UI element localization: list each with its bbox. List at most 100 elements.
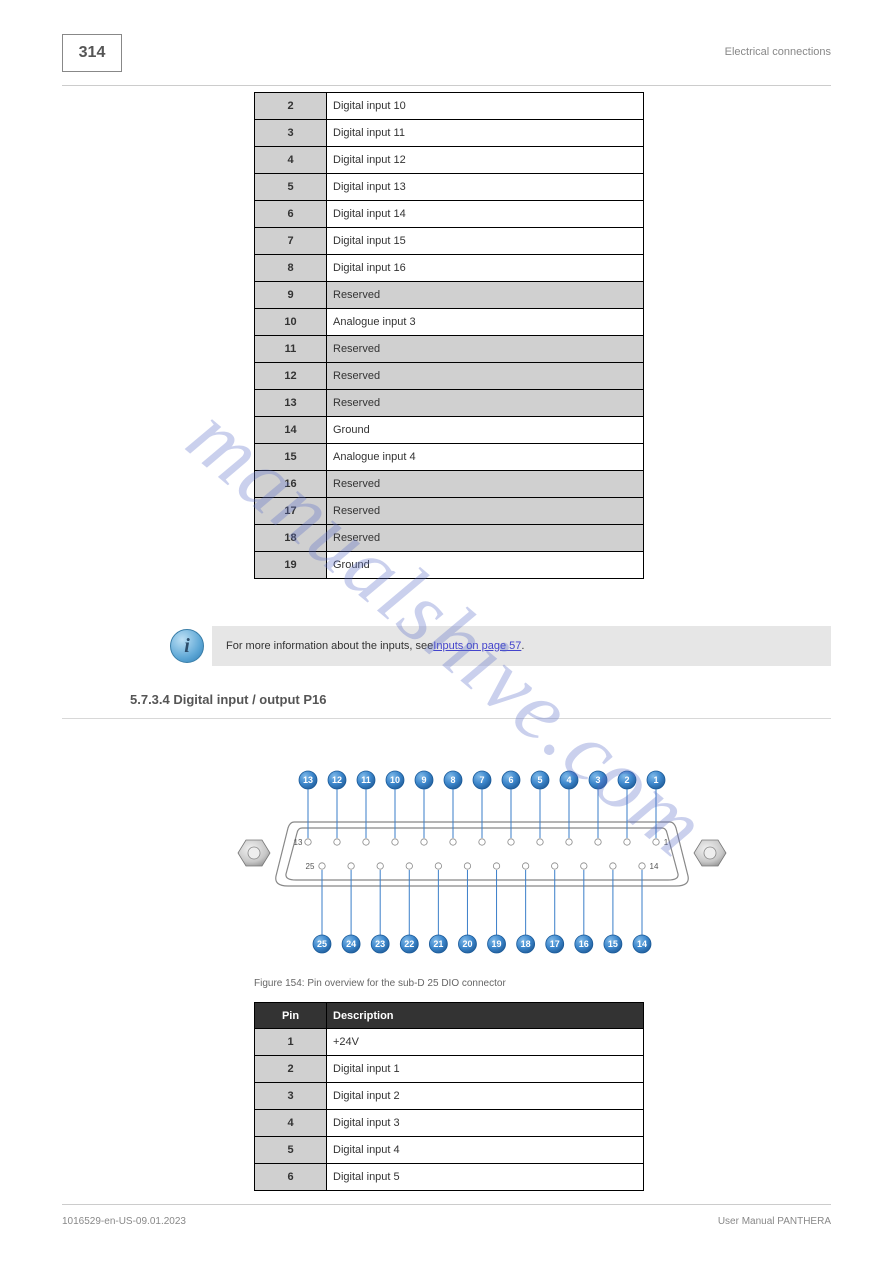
table-row: 2Digital input 10 (255, 93, 644, 120)
pin-desc-cell: +24V (327, 1029, 644, 1056)
pin-desc-cell: Reserved (327, 471, 644, 498)
table2-header-pin: Pin (255, 1003, 327, 1029)
table-row: 4Digital input 12 (255, 147, 644, 174)
table-row: 13Reserved (255, 390, 644, 417)
table-row: 2Digital input 1 (255, 1056, 644, 1083)
pin-number-cell: 17 (255, 498, 327, 525)
svg-text:15: 15 (608, 939, 618, 949)
svg-text:25: 25 (306, 862, 315, 871)
pin-desc-cell: Reserved (327, 336, 644, 363)
connector-diagram: 1312111098765432125242322212019181716151… (146, 758, 786, 968)
pin-number-cell: 5 (255, 1137, 327, 1164)
svg-text:13: 13 (303, 775, 313, 785)
table-row: 4Digital input 3 (255, 1110, 644, 1137)
pin-number-cell: 5 (255, 174, 327, 201)
pin-desc-cell: Digital input 10 (327, 93, 644, 120)
pin-desc-cell: Reserved (327, 390, 644, 417)
mounting-nut-right (694, 840, 726, 866)
svg-text:5: 5 (537, 775, 542, 785)
table-row: 16Reserved (255, 471, 644, 498)
pin-desc-cell: Digital input 14 (327, 201, 644, 228)
svg-text:22: 22 (404, 939, 414, 949)
svg-text:14: 14 (650, 862, 659, 871)
pin-desc-cell: Analogue input 3 (327, 309, 644, 336)
pin-number-cell: 19 (255, 552, 327, 579)
pinout-table-continued: 2Digital input 103Digital input 114Digit… (254, 92, 644, 579)
table-row: 10Analogue input 3 (255, 309, 644, 336)
table-row: 8Digital input 16 (255, 255, 644, 282)
table-row: 9Reserved (255, 282, 644, 309)
table-row: 5Digital input 13 (255, 174, 644, 201)
table-row: 15Analogue input 4 (255, 444, 644, 471)
pin-desc-cell: Digital input 2 (327, 1083, 644, 1110)
pin-number-cell: 16 (255, 471, 327, 498)
figure-caption: Figure 154: Pin overview for the sub-D 2… (254, 978, 506, 989)
pin-desc-cell: Digital input 13 (327, 174, 644, 201)
info-note-link[interactable]: Inputs on page 57 (433, 640, 521, 652)
pin-number-cell: 3 (255, 1083, 327, 1110)
table-row: 12Reserved (255, 363, 644, 390)
svg-text:20: 20 (462, 939, 472, 949)
pin-desc-cell: Ground (327, 552, 644, 579)
pin-number-cell: 14 (255, 417, 327, 444)
svg-text:9: 9 (421, 775, 426, 785)
footer-rule (62, 1204, 831, 1205)
pin-desc-cell: Digital input 1 (327, 1056, 644, 1083)
pin-desc-cell: Reserved (327, 525, 644, 552)
svg-text:19: 19 (492, 939, 502, 949)
pin-number-cell: 13 (255, 390, 327, 417)
svg-text:25: 25 (317, 939, 327, 949)
pin-number-cell: 3 (255, 120, 327, 147)
pin-desc-cell: Reserved (327, 498, 644, 525)
svg-text:13: 13 (294, 838, 303, 847)
table-row: 18Reserved (255, 525, 644, 552)
info-note: i For more information about the inputs,… (170, 624, 831, 668)
pin-desc-cell: Digital input 16 (327, 255, 644, 282)
pin-number-cell: 9 (255, 282, 327, 309)
pin-number-cell: 12 (255, 363, 327, 390)
svg-text:23: 23 (375, 939, 385, 949)
pinout-table-p16: Pin Description 1+24V2Digital input 13Di… (254, 1002, 644, 1191)
page-header-rule (62, 38, 831, 86)
pin-number-cell: 1 (255, 1029, 327, 1056)
pin-number-cell: 15 (255, 444, 327, 471)
svg-text:21: 21 (433, 939, 443, 949)
table-row: 7Digital input 15 (255, 228, 644, 255)
table2-header-desc: Description (327, 1003, 644, 1029)
svg-text:16: 16 (579, 939, 589, 949)
pin-desc-cell: Digital input 15 (327, 228, 644, 255)
svg-text:4: 4 (566, 775, 571, 785)
table-row: 14Ground (255, 417, 644, 444)
pin-number-cell: 2 (255, 1056, 327, 1083)
info-note-text: For more information about the inputs, s… (212, 626, 831, 666)
table-row: 17Reserved (255, 498, 644, 525)
pin-number-cell: 7 (255, 228, 327, 255)
pin-desc-cell: Digital input 5 (327, 1164, 644, 1191)
pin-desc-cell: Digital input 3 (327, 1110, 644, 1137)
svg-text:17: 17 (550, 939, 560, 949)
table-row: 3Digital input 11 (255, 120, 644, 147)
info-note-suffix: . (521, 640, 524, 652)
table-row: 11Reserved (255, 336, 644, 363)
pin-number-cell: 4 (255, 1110, 327, 1137)
svg-text:7: 7 (479, 775, 484, 785)
pin-desc-cell: Reserved (327, 363, 644, 390)
subsection-title: 5.7.3.4 Digital input / output P16 (130, 692, 326, 707)
svg-text:24: 24 (346, 939, 356, 949)
info-note-prefix: For more information about the inputs, s… (226, 640, 433, 652)
header-section-title: Electrical connections (725, 46, 831, 58)
svg-text:18: 18 (521, 939, 531, 949)
pin-desc-cell: Digital input 11 (327, 120, 644, 147)
footer-doc-id: 1016529-en-US-09.01.2023 (62, 1216, 186, 1227)
table-row: 5Digital input 4 (255, 1137, 644, 1164)
mounting-nut-left (238, 840, 270, 866)
pin-number-cell: 4 (255, 147, 327, 174)
svg-text:6: 6 (508, 775, 513, 785)
pin-number-cell: 8 (255, 255, 327, 282)
pin-desc-cell: Analogue input 4 (327, 444, 644, 471)
svg-text:3: 3 (595, 775, 600, 785)
table-row: 19Ground (255, 552, 644, 579)
pin-desc-cell: Reserved (327, 282, 644, 309)
info-icon: i (170, 629, 204, 663)
pin-number-cell: 10 (255, 309, 327, 336)
